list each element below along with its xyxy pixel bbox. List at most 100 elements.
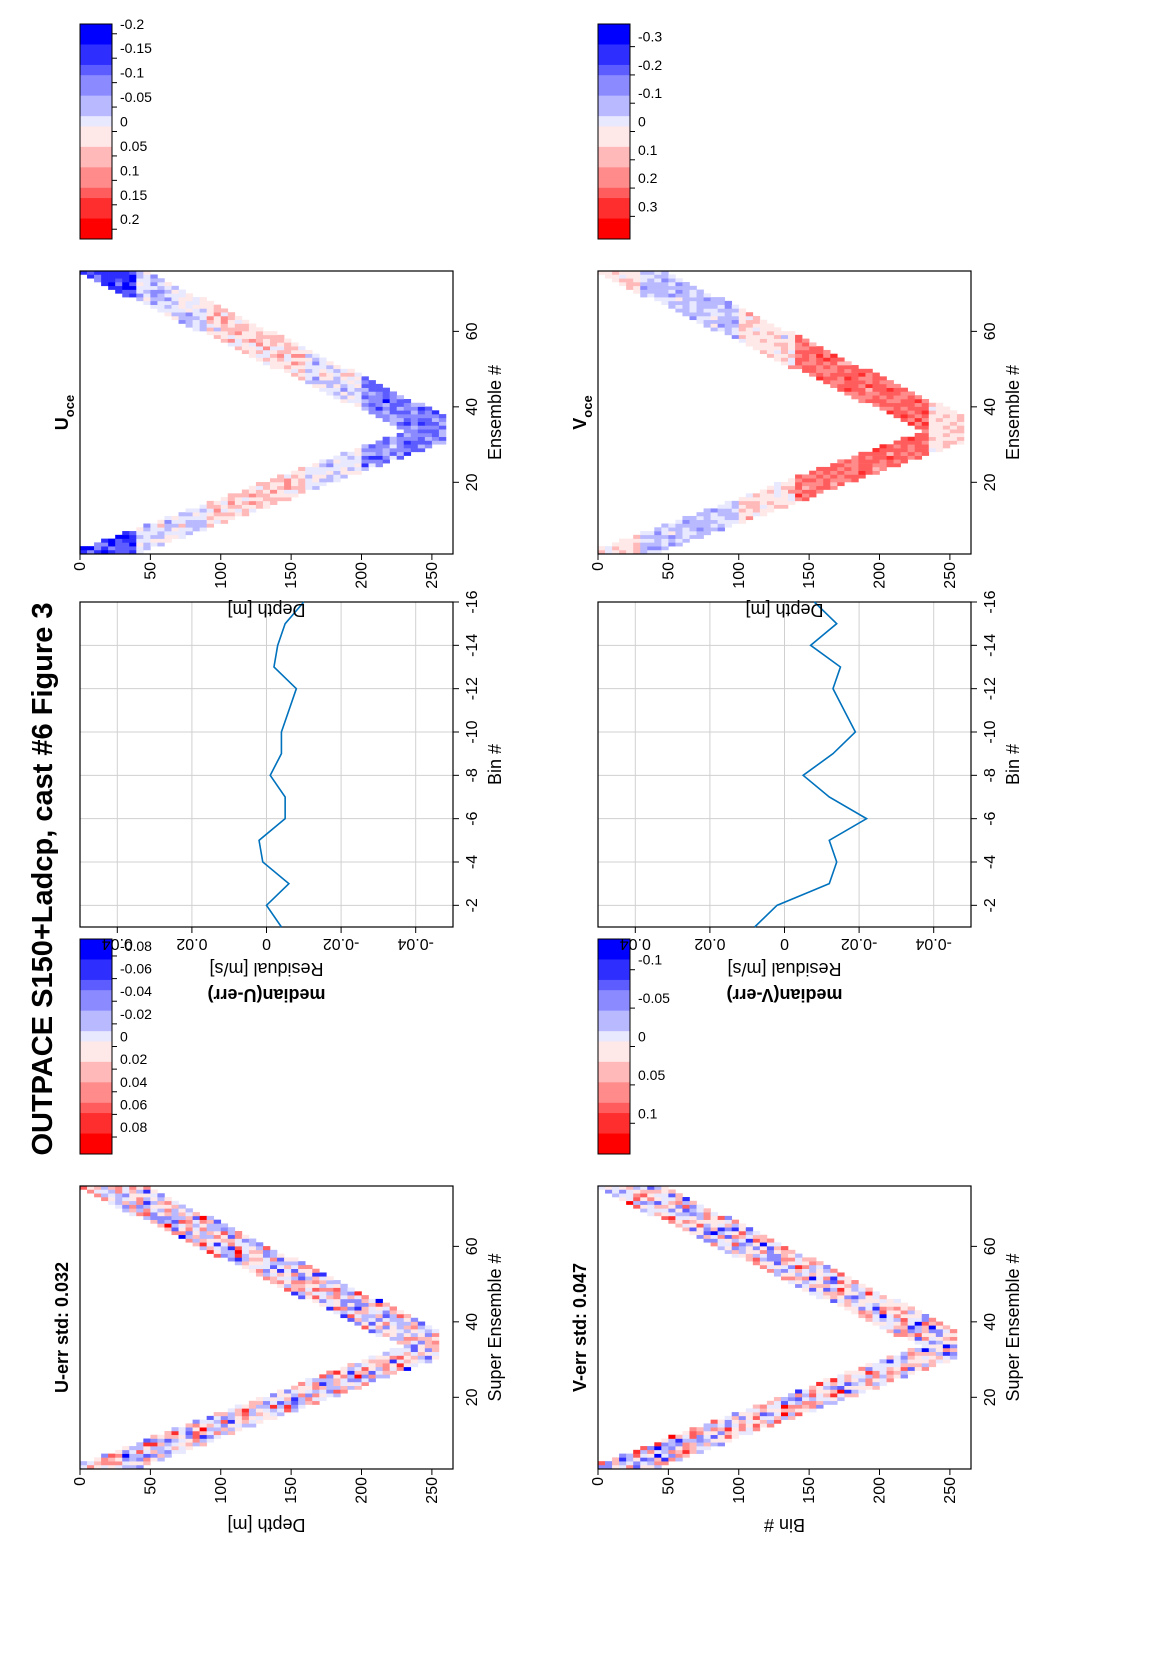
v_oce-cell — [928, 429, 937, 434]
v_oce-cell — [633, 534, 641, 539]
v_err-cell — [752, 1423, 761, 1428]
u_oce-cell — [319, 474, 327, 479]
u_err-cell — [150, 1438, 158, 1443]
u_oce-cell — [347, 368, 355, 373]
v_oce-cell — [921, 429, 930, 434]
v_err-cell — [731, 1419, 740, 1424]
v_oce-cell — [928, 410, 937, 415]
v_oce-cell — [900, 440, 908, 445]
u_oce-cell — [255, 334, 264, 339]
u_err-cell — [333, 1298, 341, 1303]
v_err-cell — [731, 1412, 740, 1417]
v_err-cell — [823, 1295, 831, 1300]
u_err-cell — [143, 1215, 151, 1220]
v_err-cell — [710, 1438, 718, 1443]
u_err-cell — [136, 1185, 144, 1190]
v_oce-cell — [830, 485, 838, 490]
u_oce-cell — [213, 304, 222, 309]
u_err-cell — [220, 1223, 229, 1228]
u_oce-cell — [115, 274, 123, 279]
v_err-cell — [900, 1355, 908, 1360]
v_err-cell — [858, 1291, 866, 1296]
v_oce-cell — [682, 312, 690, 317]
v_oce-cell — [640, 534, 648, 539]
v_err-cell — [949, 1340, 958, 1345]
v_oce-cell — [633, 282, 641, 287]
v_err-cell — [788, 1261, 796, 1266]
v_oce-cell — [780, 489, 789, 494]
u_err-cell — [115, 1449, 123, 1454]
u_err-xlabel: Super Ensemble # — [485, 1253, 505, 1401]
v_oce-cell — [633, 546, 641, 551]
v_med-series-line — [754, 601, 869, 928]
v_err-cell — [865, 1310, 873, 1315]
v_oce-cell — [914, 402, 923, 407]
v_err-cell — [689, 1434, 697, 1439]
u_err-colorbar-segment — [80, 1020, 112, 1032]
u_oce-cell — [108, 270, 116, 275]
v_oce-cell — [872, 466, 880, 471]
v_oce-cell — [766, 349, 775, 355]
v_err-cell — [759, 1253, 768, 1258]
u_err-cell — [305, 1287, 313, 1292]
v_err-cell — [696, 1434, 704, 1439]
u_err-cell — [150, 1434, 158, 1439]
v_err-cell — [823, 1276, 831, 1281]
u_err-cell — [150, 1204, 158, 1209]
v_oce-cell — [780, 334, 789, 339]
v_oce-cell — [830, 376, 838, 381]
u_err-cell — [389, 1325, 398, 1330]
u_oce-cell — [199, 300, 207, 305]
v_oce-colorbar-tick-label: 0 — [638, 114, 646, 130]
u_oce-cell — [220, 334, 229, 339]
v_oce-cell — [745, 504, 754, 509]
u_oce-cell — [389, 406, 398, 411]
u_err-cell — [410, 1351, 419, 1356]
u_oce-cell — [178, 515, 186, 521]
v_err-cell — [668, 1193, 676, 1198]
v_err-cell — [886, 1363, 894, 1368]
u_err-cell — [255, 1253, 264, 1258]
v_oce-cell — [865, 372, 873, 377]
v_err-cell — [780, 1276, 789, 1281]
v_oce-cell — [872, 380, 880, 385]
v_oce-cell — [809, 489, 817, 494]
v_oce-cell — [802, 493, 810, 498]
u_oce-cell — [382, 459, 390, 464]
u_oce-cell — [87, 270, 95, 275]
u_err-cell — [248, 1264, 257, 1270]
u_err-cell — [220, 1253, 229, 1258]
v_err-cell — [928, 1332, 937, 1337]
u_err-cell — [213, 1434, 222, 1439]
u_oce-cell — [375, 383, 383, 388]
v_oce-cell — [661, 527, 669, 532]
u_oce-cell — [213, 515, 222, 521]
v_err-cell — [893, 1310, 901, 1315]
v_err-cell — [773, 1404, 782, 1409]
u_oce-cell — [326, 365, 334, 370]
u_oce-cell — [333, 474, 341, 479]
u_oce-cell — [199, 515, 207, 521]
u_err-cell — [185, 1234, 193, 1239]
u_oce-cell — [298, 466, 306, 471]
v_oce-cell — [802, 489, 810, 494]
u_oce-cell — [291, 349, 299, 355]
v_oce-cell — [921, 417, 930, 422]
u_oce-cell — [347, 387, 355, 392]
u_err-cell — [305, 1400, 313, 1405]
v_err-cell — [795, 1408, 803, 1413]
v_oce-cell — [914, 406, 923, 411]
u_oce-cell — [270, 482, 278, 487]
u_oce-cell — [87, 274, 95, 279]
v_err-cell — [640, 1461, 648, 1466]
u_oce-cell — [396, 436, 405, 441]
v_oce-cell — [752, 493, 761, 498]
v_oce-cell — [780, 346, 789, 351]
u_err-cell — [80, 1185, 88, 1190]
u_oce-cell — [192, 515, 200, 521]
v_err-cell — [703, 1442, 711, 1447]
v_oce-cell — [858, 387, 866, 392]
u_oce-cell — [157, 519, 165, 524]
u_err-cell — [375, 1306, 383, 1311]
u_err-colorbar-segment — [80, 1000, 112, 1011]
